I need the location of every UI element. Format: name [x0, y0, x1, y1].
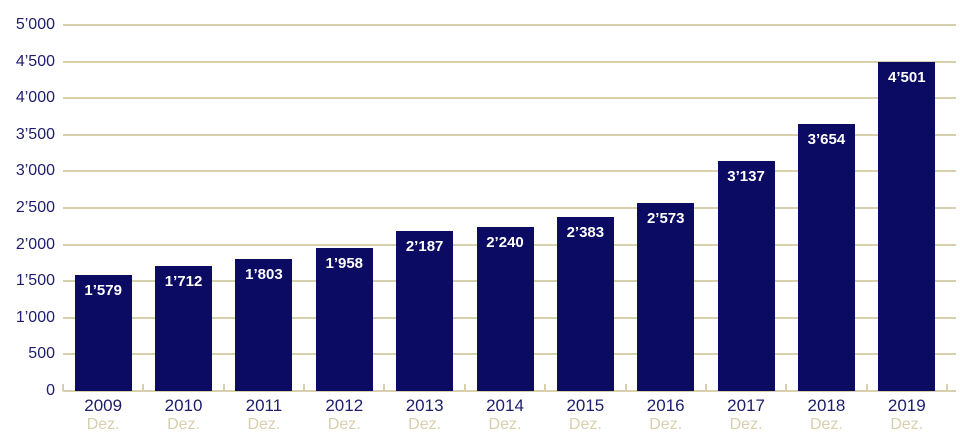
x-axis-label: 2017 Dez. — [706, 396, 786, 434]
x-axis-tick — [704, 384, 707, 391]
x-axis-tick — [222, 384, 225, 391]
y-axis-label: 5’000 — [15, 16, 55, 33]
x-axis-tick — [383, 384, 386, 391]
y-axis-label: 1’500 — [15, 272, 55, 290]
x-axis-year-label: 2014 — [486, 396, 524, 415]
x-axis-month-sublabel: Dez. — [649, 416, 683, 433]
x-axis-tick — [142, 384, 145, 391]
y-axis-label: 3’000 — [15, 162, 55, 180]
x-axis-month-sublabel: Dez. — [327, 416, 361, 433]
x-axis-year-label: 2012 — [325, 396, 364, 415]
bar-value-label: 1’803 — [245, 266, 283, 284]
x-axis-month-sublabel: Dez. — [488, 416, 522, 433]
y-axis-label: 2’000 — [15, 235, 55, 253]
x-axis-month-sublabel: Dez. — [86, 416, 120, 433]
bar: 1’803 — [235, 259, 293, 391]
bar-value-label: 3’654 — [807, 130, 846, 148]
x-axis-year-label: 2011 — [245, 396, 283, 415]
x-axis-label: 2012 Dez. — [304, 396, 384, 434]
x-axis-label: 2011 Dez. — [224, 396, 304, 434]
x-axis-label: 2009 Dez. — [63, 396, 143, 434]
x-axis-tick — [544, 384, 547, 391]
x-axis-month-sublabel: Dez. — [408, 416, 442, 433]
x-axis-year-label: 2009 — [84, 396, 123, 415]
x-axis-label: 2018 Dez. — [786, 396, 866, 434]
y-axis-label: 4’000 — [15, 89, 55, 107]
x-axis-line — [63, 390, 956, 392]
y-axis-label: 3’500 — [15, 125, 55, 143]
y-axis-label: 0 — [46, 382, 55, 399]
y-axis-label: 500 — [28, 345, 55, 363]
x-axis-month-sublabel: Dez. — [890, 416, 924, 433]
gridline — [63, 170, 956, 173]
x-axis-year-label: 2017 — [727, 396, 765, 415]
x-axis-tick — [785, 384, 788, 391]
bar-value-label: 3’137 — [727, 168, 765, 186]
bar-value-label: 2’240 — [486, 234, 524, 252]
bar-value-label: 1’712 — [164, 272, 203, 290]
x-axis-label: 2010 Dez. — [143, 396, 223, 434]
x-axis-month-sublabel: Dez. — [167, 416, 200, 433]
x-axis-label: 2016 Dez. — [626, 396, 706, 434]
x-axis-tick — [946, 384, 948, 391]
bar: 2’187 — [396, 230, 454, 391]
bar-value-label: 1’579 — [84, 282, 122, 300]
x-axis-month-sublabel: Dez. — [247, 416, 281, 433]
x-axis-year-label: 2010 — [164, 396, 203, 415]
y-axis-label: 1’000 — [15, 308, 55, 326]
x-axis-tick — [463, 384, 466, 391]
bar-value-label: 1’958 — [325, 254, 364, 272]
x-axis-tick — [303, 384, 306, 391]
bar: 2’573 — [637, 202, 695, 391]
x-axis-year-label: 2018 — [807, 396, 846, 415]
gridline — [63, 133, 956, 136]
gridline — [63, 24, 956, 26]
y-axis-label: 2’500 — [15, 199, 55, 216]
gridline — [63, 207, 956, 209]
gridline — [63, 60, 956, 63]
bar-value-label: 4’501 — [888, 68, 926, 86]
x-axis-month-sublabel: Dez. — [568, 416, 602, 433]
bar: 4’501 — [878, 61, 936, 391]
bar-value-label: 2’383 — [566, 223, 605, 241]
bar-value-label: 2’573 — [646, 209, 685, 227]
bar: 2’383 — [556, 216, 614, 391]
x-axis-tick — [624, 384, 627, 391]
x-axis-label: 2015 Dez. — [545, 396, 625, 434]
x-axis-year-label: 2013 — [405, 396, 444, 415]
bar: 3’654 — [797, 123, 855, 391]
x-axis-label: 2019 Dez. — [867, 396, 947, 434]
x-axis-label: 2014 Dez. — [465, 396, 545, 434]
x-axis-tick — [865, 384, 868, 391]
y-axis-label: 4’500 — [15, 52, 55, 70]
x-axis-year-label: 2015 — [566, 396, 605, 415]
bar: 3’137 — [717, 161, 775, 391]
gridline — [63, 97, 956, 100]
x-axis-label: 2013 Dez. — [384, 396, 464, 434]
x-axis-month-sublabel: Dez. — [809, 416, 843, 433]
bar: 1’579 — [74, 275, 132, 391]
bar: 1’712 — [155, 265, 213, 391]
bar: 2’240 — [476, 227, 534, 391]
x-axis-year-label: 2016 — [646, 396, 685, 415]
bar: 1’958 — [315, 247, 373, 391]
x-axis-year-label: 2019 — [887, 396, 926, 415]
x-axis-month-sublabel: Dez. — [729, 416, 763, 433]
bar-value-label: 2’187 — [405, 237, 444, 255]
x-axis-tick — [62, 384, 64, 391]
